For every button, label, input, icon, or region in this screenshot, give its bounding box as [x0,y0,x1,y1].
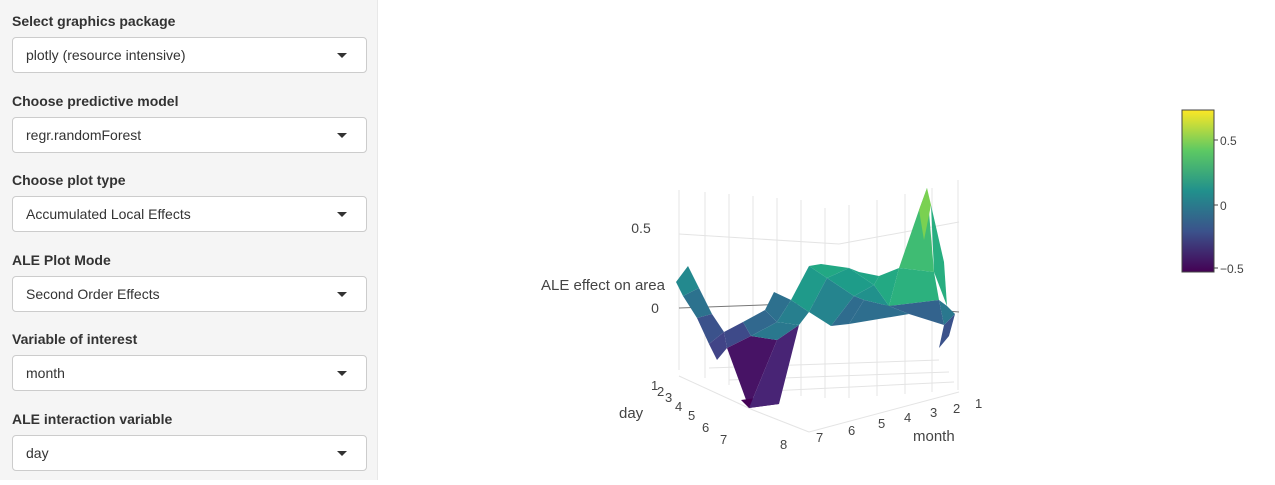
predictive-model-select[interactable]: regr.randomForest [12,117,367,153]
day-tick-label: 6 [702,420,709,435]
month-tick-label: 7 [816,430,823,445]
predictive-model-value: regr.randomForest [26,127,142,143]
interaction-variable-label: ALE interaction variable [12,411,173,427]
day-tick-label: 3 [665,390,672,405]
day-tick-label: 2 [657,384,664,399]
surface-patch [849,268,879,285]
surface-patch [939,314,955,348]
month-tick-label: 4 [904,410,911,425]
ale-plot-mode-field: ALE Plot Mode Second Order Effects [12,250,367,312]
day-tick-label: 4 [675,399,682,414]
sidebar-panel: Select graphics package plotly (resource… [0,0,378,480]
graphics-package-label: Select graphics package [12,13,176,29]
surface-patch [676,266,699,296]
ale-plot-mode-label: ALE Plot Mode [12,252,111,268]
surface-patch [809,264,849,278]
interaction-variable-select[interactable]: day [12,435,367,471]
month-tick-label: 2 [953,401,960,416]
ale-surface[interactable] [676,188,955,408]
surface-patch [854,285,889,306]
variable-of-interest-select[interactable]: month [12,355,367,391]
colorbar-tick-label: 0 [1220,199,1227,213]
surface-patch [831,296,864,326]
ale-plot-mode-select[interactable]: Second Order Effects [12,276,367,312]
surface-patch [939,300,955,325]
chevron-down-icon [337,371,347,376]
interaction-variable-field: ALE interaction variable day [12,409,367,471]
surface-patch [931,205,947,306]
graphics-package-value: plotly (resource intensive) [26,47,186,63]
chevron-down-icon [337,133,347,138]
surface-patch [827,268,874,296]
chevron-down-icon [337,53,347,58]
predictive-model-field: Choose predictive model regr.randomFores… [12,91,367,153]
variable-of-interest-value: month [26,365,65,381]
surface-patch [765,292,791,322]
surface-patch [809,278,854,326]
surface-patch [727,336,777,408]
chevron-down-icon [337,451,347,456]
graphics-package-field: Select graphics package plotly (resource… [12,11,367,73]
surface-patch [849,300,909,324]
variable-of-interest-label: Variable of interest [12,331,138,347]
surface-patch [874,268,899,306]
surface-patch [724,322,751,348]
surface-patch [743,310,777,336]
z-tick-label: 0 [651,300,659,316]
colorbar: 0.5 0 −0.5 [1181,109,1244,276]
surface-patch [697,314,724,344]
plot-type-label: Choose plot type [12,172,126,188]
colorbar-gradient [1181,109,1215,273]
month-tick-label: 6 [848,423,855,438]
day-tick-label: 7 [720,432,727,447]
surface-patch [791,266,827,312]
chevron-down-icon [337,212,347,217]
day-tick-label: 5 [688,408,695,423]
graphics-package-select[interactable]: plotly (resource intensive) [12,37,367,73]
surface-patch [889,300,944,325]
month-tick-label: 3 [930,405,937,420]
day-axis: 1 2 3 4 5 6 7 [651,378,727,447]
surface-patch [919,188,931,240]
interaction-variable-value: day [26,445,49,461]
day-tick-label: 1 [651,378,658,393]
month-tick-label: 1 [975,396,982,411]
chevron-down-icon [337,292,347,297]
surface-patch [683,288,712,318]
month-axis-title: month [913,428,955,445]
ale-surface-plot[interactable]: 0.5 0 ALE effect on area 1 2 3 4 5 6 7 d… [379,0,1275,480]
variable-of-interest-field: Variable of interest month [12,329,367,391]
plot-type-field: Choose plot type Accumulated Local Effec… [12,170,367,232]
surface-patch [889,268,939,306]
plot-type-value: Accumulated Local Effects [26,206,191,222]
ale-plot-mode-value: Second Order Effects [26,286,160,302]
month-tick-label: 5 [878,416,885,431]
surface-patch [749,325,799,408]
colorbar-tick-label: −0.5 [1220,262,1244,276]
colorbar-tick-label: 0.5 [1220,134,1237,148]
month-axis: 1 2 3 4 5 6 7 8 [780,396,982,452]
month-tick-label: 8 [780,437,787,452]
z-tick-label: 0.5 [631,220,651,236]
surface-patch [751,322,799,340]
plot-area[interactable]: 0.5 0 ALE effect on area 1 2 3 4 5 6 7 d… [379,0,1275,480]
plot-type-select[interactable]: Accumulated Local Effects [12,196,367,232]
surface-patch [777,300,809,325]
predictive-model-label: Choose predictive model [12,93,179,109]
surface-patch [709,332,727,360]
z-axis-title: ALE effect on area [541,277,666,294]
day-axis-title: day [619,405,644,422]
